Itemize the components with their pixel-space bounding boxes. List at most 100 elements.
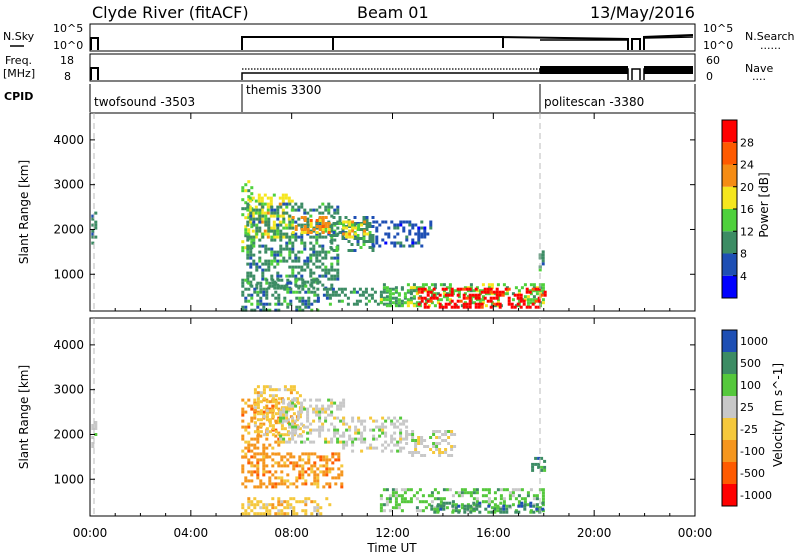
station-title: Clyde River (fitACF)	[92, 3, 249, 22]
velocity-cell	[313, 473, 317, 477]
velocity-cell	[265, 455, 269, 459]
velocity-cell	[351, 440, 355, 444]
power-cell	[284, 193, 288, 197]
velocity-cell	[342, 422, 346, 426]
velocity-cell	[282, 401, 286, 405]
velocity-cell	[265, 437, 269, 441]
velocity-cell	[393, 431, 397, 435]
power-cell	[250, 186, 254, 190]
power-cell	[318, 220, 322, 224]
velocity-cell	[324, 419, 328, 423]
velocity-cell	[396, 449, 400, 453]
power-cell	[272, 214, 276, 218]
power-cell	[327, 228, 331, 231]
velocity-cell	[394, 497, 398, 501]
velocity-cell	[328, 503, 332, 507]
power-cell	[543, 293, 547, 297]
velocity-cell	[363, 440, 367, 444]
power-cell	[276, 271, 280, 275]
power-cell	[264, 262, 268, 266]
power-cell	[247, 299, 251, 303]
velocity-cell	[282, 440, 286, 444]
power-cell	[357, 223, 361, 227]
velocity-cell	[268, 400, 272, 404]
power-cell	[450, 305, 454, 309]
velocity-cell	[478, 504, 482, 508]
power-cell	[327, 211, 331, 215]
power-cell	[516, 302, 520, 306]
velocity-cell	[417, 436, 421, 439]
power-cell	[420, 232, 424, 236]
velocity-cell	[253, 464, 257, 468]
velocity-cell	[405, 436, 409, 439]
power-cell	[312, 235, 316, 239]
velocity-cell	[405, 419, 409, 423]
power-cell	[528, 305, 532, 309]
velocity-cell	[454, 509, 458, 513]
velocity-cell	[298, 394, 302, 398]
velocity-cell	[345, 440, 349, 444]
velocity-cell	[421, 500, 425, 504]
power-cell	[538, 268, 542, 272]
power-cell	[537, 305, 541, 309]
power-cell	[332, 249, 336, 252]
power-y-label: Slant Range [km]	[17, 160, 31, 264]
velocity-cell	[262, 473, 266, 477]
velocity-cell	[259, 512, 263, 516]
velocity-cell	[253, 388, 257, 392]
velocity-cell	[283, 427, 287, 431]
x-tick-label: 16:00	[476, 526, 511, 540]
velocity-cell	[460, 488, 464, 492]
velocity-cell	[381, 443, 385, 447]
power-cell	[495, 302, 499, 306]
power-cell	[465, 296, 469, 300]
power-cell	[420, 235, 424, 239]
power-cell	[258, 265, 262, 269]
velocity-cell	[277, 452, 281, 456]
power-cell	[258, 229, 262, 233]
power-cell	[406, 283, 410, 287]
velocity-cell	[256, 385, 260, 389]
velocity-cell	[535, 497, 539, 501]
power-cell	[336, 205, 340, 209]
velocity-cell	[511, 491, 515, 495]
velocity-cell	[399, 440, 403, 444]
velocity-cell	[253, 512, 257, 516]
velocity-cell	[262, 449, 266, 453]
power-cell	[346, 302, 350, 306]
power-cell	[276, 250, 280, 254]
velocity-cell	[402, 422, 406, 426]
velocity-cell	[259, 482, 263, 486]
velocity-cell	[328, 485, 332, 489]
velocity-cell	[277, 503, 281, 507]
velocity-cell	[381, 449, 385, 453]
power-cell	[382, 286, 386, 290]
velocity-cell	[463, 510, 467, 514]
velocity-cell	[337, 452, 341, 456]
velocity-cell	[247, 458, 251, 462]
velocity-cell	[391, 506, 395, 510]
velocity-cell	[256, 440, 260, 444]
velocity-cell	[292, 461, 296, 465]
velocity-cell	[304, 503, 308, 507]
velocity-cell	[321, 422, 325, 426]
power-cell	[266, 235, 270, 239]
velocity-cell	[301, 452, 305, 456]
power-cell	[415, 304, 419, 308]
power-cell	[286, 290, 290, 294]
power-cell	[91, 214, 95, 218]
velocity-cell	[283, 385, 287, 389]
power-cell	[315, 256, 319, 260]
power-cell	[318, 259, 322, 263]
power-cell	[495, 287, 499, 291]
power-cell	[284, 196, 288, 200]
power-cell	[329, 246, 333, 249]
velocity-cell	[318, 413, 322, 417]
power-cell	[276, 229, 280, 233]
power-cell	[402, 244, 406, 248]
velocity-cell	[301, 464, 305, 468]
power-cell	[262, 305, 266, 309]
power-cell	[439, 283, 443, 287]
velocity-cell	[316, 503, 320, 507]
power-cell	[534, 299, 538, 303]
